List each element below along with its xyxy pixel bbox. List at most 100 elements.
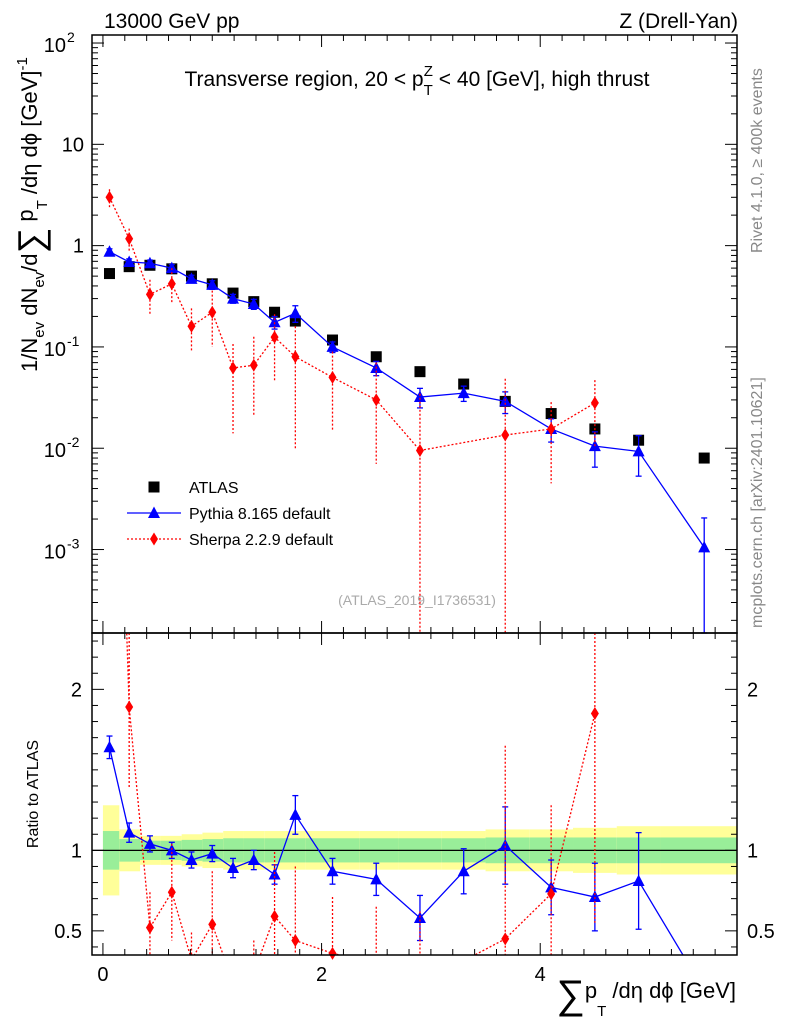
y-tick-label: 10 xyxy=(44,339,66,361)
pythia-8-165-default-point xyxy=(206,278,219,290)
ratio-y-tick-label-right: 1 xyxy=(747,840,758,862)
analysis-watermark: (ATLAS_2019_I1736531) xyxy=(338,592,496,608)
atlas-point xyxy=(327,334,339,346)
y-tick-label: 10 xyxy=(44,35,66,57)
legend-label-pythia-8-165-default: Pythia 8.165 default xyxy=(189,506,331,523)
ratio-axes: 0.5 0.5 1 1 2 2 0 2 4 xyxy=(54,633,775,986)
ratio-pythia-8-165-default-point xyxy=(632,874,645,886)
ratio-y-tick-label-left: 2 xyxy=(71,679,82,701)
ratio-y-tick-label-left: 1 xyxy=(71,840,82,862)
sherpa-2-2-9-default-point xyxy=(270,330,279,344)
atlas-point xyxy=(370,351,382,363)
ratio-sherpa-2-2-9-default-point xyxy=(547,887,556,901)
pythia-8-165-default-point xyxy=(143,256,156,269)
x-tick-label: 2 xyxy=(316,964,327,986)
legend-label-atlas: ATLAS xyxy=(189,480,239,497)
ratio-y-tick-label-right: 2 xyxy=(747,679,758,701)
mcplots-label: mcplots.cern.ch [arXiv:2401.10621] xyxy=(749,377,766,628)
y-tick-exponent: -1 xyxy=(67,333,80,349)
pythia-8-165-default-point xyxy=(123,255,136,267)
y-tick-label: 1 xyxy=(73,236,84,258)
pythia-8-165-default-point xyxy=(185,272,198,284)
ratio-pythia-8-165-default-point xyxy=(370,872,383,885)
pythia-8-165-default-point xyxy=(289,306,302,319)
legend-marker-pythia-8-165-default xyxy=(148,506,160,518)
ratio-pythia-8-165-default-point xyxy=(185,853,198,866)
ratio-panel: 0.5 0.5 1 1 2 2 0 2 4 Ratio to ATLAS ∑pT /dη dϕ … xyxy=(25,632,775,1020)
y-tick-exponent: -2 xyxy=(67,434,80,450)
ratio-sherpa-2-2-9-default-point xyxy=(125,700,134,714)
main-plot-marks xyxy=(103,189,711,634)
atlas-point xyxy=(698,452,710,464)
ratio-pythia-8-165-default-point xyxy=(588,890,601,903)
x-tick-label: 4 xyxy=(535,964,546,986)
plot-title: Transverse region, 20 < pTZ < 40 [GeV], … xyxy=(185,63,650,99)
ratio-pythia-8-165-default-point xyxy=(247,853,260,866)
x-tick-label: 0 xyxy=(97,964,108,986)
ratio-plot-marks xyxy=(103,633,684,960)
legend: ATLAS Pythia 8.165 default Sherpa 2.2.9 de… xyxy=(127,480,334,549)
ratio-pythia-8-165-default-point xyxy=(457,864,470,877)
atlas-point xyxy=(269,306,281,318)
sherpa-2-2-9-default-point xyxy=(291,350,300,364)
pythia-8-165-default-line xyxy=(109,251,705,548)
sherpa-2-2-9-default-point xyxy=(501,428,510,442)
sherpa-2-2-9-default-point xyxy=(208,305,217,319)
x-axis-label: ∑pT /dη dϕ [GeV] xyxy=(556,973,736,1020)
sherpa-2-2-9-default-point xyxy=(125,232,134,246)
pythia-8-165-default-point xyxy=(632,444,645,457)
process-label: Z (Drell-Yan) xyxy=(619,10,738,33)
y-tick-exponent: -3 xyxy=(67,536,80,552)
sherpa-2-2-9-default-point xyxy=(328,370,337,384)
title-subscript: T xyxy=(424,82,433,99)
pythia-8-165-default-point xyxy=(326,340,339,352)
ratio-sherpa-2-2-9-default-point xyxy=(208,917,217,931)
ratio-pythia-8-165-default-point xyxy=(103,740,116,753)
sherpa-2-2-9-default-point xyxy=(105,190,114,204)
sherpa-2-2-9-default-point xyxy=(590,396,599,410)
rivet-version-label: Rivet 4.1.0, ≥ 400k events xyxy=(749,68,766,253)
ratio-pythia-8-165-default-point xyxy=(206,847,219,859)
sherpa-2-2-9-default-point xyxy=(187,319,196,333)
sherpa-2-2-9-default-point xyxy=(167,277,176,291)
collision-energy-label: 13000 GeV pp xyxy=(104,10,239,33)
ratio-sherpa-2-2-9-default-point xyxy=(145,921,154,935)
sherpa-2-2-9-default-point xyxy=(415,443,424,457)
pythia-8-165-default-point xyxy=(103,245,116,257)
pythia-8-165-default-point xyxy=(247,297,260,310)
ratio-sherpa-2-2-9-default-point xyxy=(270,909,279,923)
sherpa-2-2-9-default-point xyxy=(249,358,258,372)
pythia-8-165-default-point xyxy=(698,540,711,553)
title-superscript: Z xyxy=(424,63,433,80)
atlas-point xyxy=(458,378,470,390)
atlas-point xyxy=(103,268,115,280)
y-tick-label: 10 xyxy=(44,542,66,564)
ratio-y-tick-label-left: 0.5 xyxy=(54,921,82,943)
legend-label-sherpa-2-2-9-default: Sherpa 2.2.9 default xyxy=(189,532,334,549)
ratio-y-axis-label: Ratio to ATLAS xyxy=(25,740,42,848)
y-tick-exponent: 2 xyxy=(67,29,75,45)
y-tick-label: 10 xyxy=(44,440,66,462)
ratio-pythia-8-165-default-point xyxy=(499,839,512,851)
ratio-frame xyxy=(91,632,738,956)
pythia-8-165-default-point xyxy=(227,292,240,304)
sherpa-2-2-9-default-point xyxy=(372,393,381,407)
atlas-point xyxy=(545,408,557,420)
sherpa-2-2-9-default-line xyxy=(108,197,596,452)
main-y-axis-label: 1/Nev dNev/d∑ pT /dη dϕ [GeV]-1 xyxy=(10,57,51,372)
pythia-8-165-default-point xyxy=(457,386,470,399)
pythia-8-165-default-point xyxy=(268,315,281,328)
pythia-8-165-default-point xyxy=(165,261,178,274)
ratio-pythia-8-165-default-point xyxy=(143,837,156,849)
ratio-pythia-8-165-default-point xyxy=(123,826,136,838)
y-tick-label: 10 xyxy=(62,134,84,156)
ratio-sherpa-2-2-9-default-point xyxy=(291,934,300,948)
ratio-y-tick-label-right: 0.5 xyxy=(747,921,775,943)
legend-marker-atlas xyxy=(148,481,160,493)
ratio-sherpa-2-2-9-default-point xyxy=(501,932,510,946)
pythia-8-165-default-point xyxy=(413,390,426,403)
ratio-pythia-8-165-default-point xyxy=(326,864,339,877)
